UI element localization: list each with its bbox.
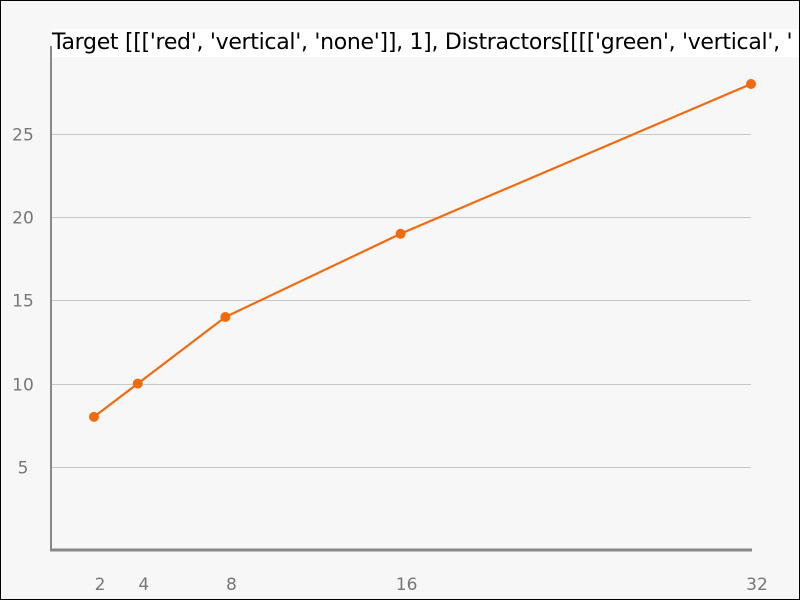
y-tick-label: 15: [12, 292, 34, 312]
chart-title: Target [[['red', 'vertical', 'none']], 1…: [52, 29, 799, 57]
x-tick-label: 32: [746, 575, 768, 595]
data-point: [746, 79, 756, 89]
y-tick-label: 20: [12, 209, 34, 229]
data-point: [132, 378, 143, 389]
data-point: [395, 228, 406, 239]
data-point: [89, 411, 99, 422]
x-tick-label: 4: [138, 575, 149, 595]
x-tick-labels: 2 4 8 16 32: [95, 575, 768, 595]
y-tick-labels: 5 10 15 20 25: [12, 126, 34, 479]
series: [89, 79, 756, 422]
axes: [50, 46, 752, 552]
y-tick-label: 5: [18, 459, 29, 479]
x-tick-label: 8: [226, 575, 237, 595]
series-line-0: [93, 82, 752, 418]
data-point: [220, 312, 231, 322]
y-tick-label: 25: [12, 126, 34, 146]
x-tick-label: 16: [396, 575, 418, 595]
x-tick-label: 2: [95, 575, 106, 595]
gridlines: [52, 134, 751, 468]
y-tick-label: 10: [12, 376, 34, 396]
